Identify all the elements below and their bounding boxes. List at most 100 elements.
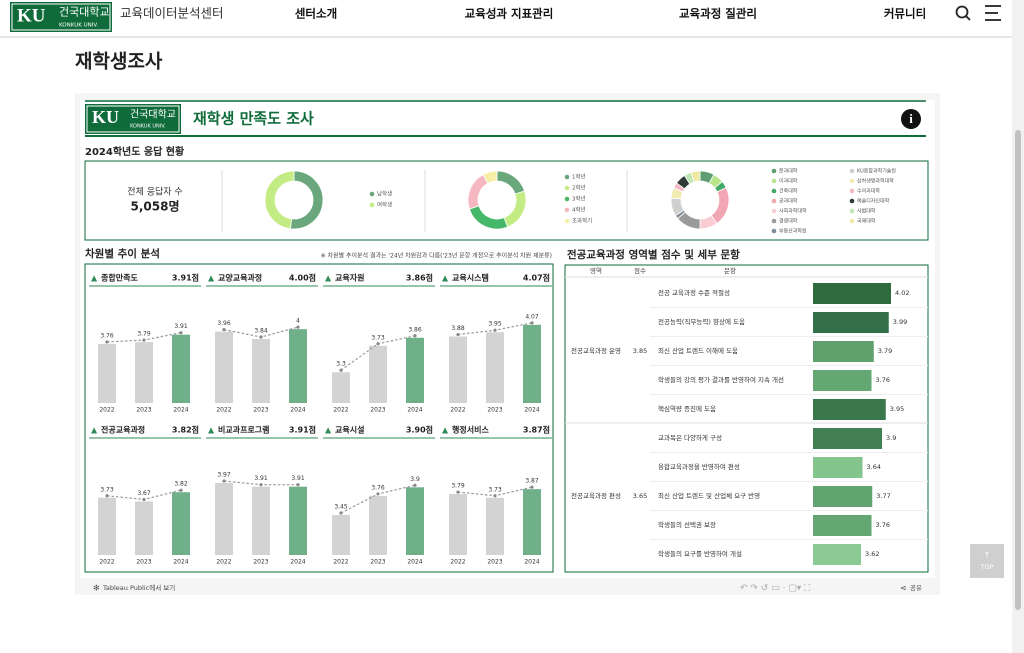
share-icon: ⋖ xyxy=(900,584,907,593)
dash-logo-name: 건국대학교 xyxy=(130,108,176,120)
bar-value: 3.82 xyxy=(174,481,188,488)
item-value: 3.99 xyxy=(893,318,907,326)
top-button[interactable] xyxy=(970,544,1004,578)
share-button[interactable]: 공유 xyxy=(910,584,922,592)
page-title: 재학생조사 xyxy=(75,51,163,73)
menu-icon[interactable] xyxy=(985,5,1001,21)
year-label: 2022 xyxy=(216,559,231,566)
bar-value: 3.3 xyxy=(336,361,346,368)
bar-value: 3.91 xyxy=(174,323,188,330)
search-icon[interactable] xyxy=(955,5,971,21)
item-text: 핵심역량 증진에 도움 xyxy=(658,404,716,413)
legend-swatch xyxy=(849,178,855,184)
year-label: 2022 xyxy=(333,407,348,414)
trend-note: ※ 차원별 추이분석 결과는 '24년 차원감과 다름('23년 문항 개정으로… xyxy=(321,252,552,260)
bar-value: 4 xyxy=(296,318,300,325)
trend-bar xyxy=(172,492,190,555)
year-label: 2024 xyxy=(290,407,305,414)
bar-value: 3.73 xyxy=(100,486,114,493)
info-icon[interactable] xyxy=(901,109,921,129)
bar-value: 3.86 xyxy=(408,326,422,333)
legend-label: 남학생 xyxy=(377,190,392,198)
panel-score: 3.91점 xyxy=(172,273,199,283)
trend-bar xyxy=(406,337,424,403)
legend-swatch xyxy=(564,207,570,213)
panel-score: 4.00점 xyxy=(289,273,316,283)
panel-arrow: ▲ xyxy=(442,274,449,283)
info-glyph: i xyxy=(909,111,913,126)
logo-eng: KONKUK UNIV. xyxy=(59,23,98,29)
logo[interactable] xyxy=(10,2,112,32)
tableau-link[interactable]: Tableau Public에서 보기 xyxy=(102,583,175,592)
item-text: 최신 산업 트렌드 이해에 도움 xyxy=(658,346,738,355)
nav-item[interactable]: 센터소개 xyxy=(295,7,337,21)
panel-score: 3.82점 xyxy=(172,425,199,435)
nav-item[interactable]: 커뮤니티 xyxy=(884,7,926,21)
trend-bar xyxy=(369,495,387,555)
bar-value: 4.07 xyxy=(525,313,539,320)
trend-point xyxy=(105,340,109,344)
group-score: 3.85 xyxy=(633,347,647,355)
year-label: 2024 xyxy=(290,559,305,566)
year-label: 2024 xyxy=(524,559,539,566)
bar-value: 3.79 xyxy=(451,483,465,490)
item-bar xyxy=(813,428,882,449)
bar-value: 3.67 xyxy=(137,490,151,497)
trend-bar xyxy=(449,494,467,555)
legend-swatch xyxy=(771,178,777,184)
item-value: 3.64 xyxy=(867,463,881,471)
legend-label: 예술디자인대학 xyxy=(857,198,890,205)
item-value: 3.76 xyxy=(876,376,890,384)
item-bar xyxy=(813,341,874,362)
trend-point xyxy=(456,332,460,337)
panel-score: 3.91점 xyxy=(289,425,316,435)
trend-point xyxy=(376,342,380,346)
nav-item[interactable]: 교육성과 지표관리 xyxy=(465,7,554,21)
trend-point xyxy=(259,483,263,487)
item-value: 3.9 xyxy=(886,434,896,442)
dash-logo-eng: KONKUK UNIV. xyxy=(130,124,166,130)
bar-value: 3.76 xyxy=(100,332,114,339)
item-value: 4.02 xyxy=(895,289,909,297)
panel-score: 3.86점 xyxy=(406,273,433,283)
trend-point xyxy=(413,334,417,338)
dash-logo xyxy=(85,104,181,134)
site-name[interactable]: 교육데이터분석센터 xyxy=(120,6,224,21)
legend-swatch xyxy=(771,208,777,214)
legend-swatch xyxy=(849,208,855,214)
trend-point xyxy=(413,483,417,487)
year-label: 2022 xyxy=(450,559,465,566)
trend-point xyxy=(222,328,226,332)
item-text: 전공능력(직무능력) 향상에 도움 xyxy=(658,317,745,326)
panel-name: 종합만족도 xyxy=(101,273,138,283)
legend-label: 사범대학 xyxy=(857,208,876,215)
trend-box xyxy=(84,263,554,573)
panel-name: 교양교육과정 xyxy=(218,273,262,283)
panel-name: 교육시스템 xyxy=(452,273,489,283)
legend-swatch xyxy=(564,218,570,224)
trend-bar xyxy=(449,336,467,403)
nav-item[interactable]: 교육과정 질관리 xyxy=(679,7,757,21)
scroll-thumb[interactable] xyxy=(1015,130,1021,610)
year-label: 2024 xyxy=(407,559,422,566)
toolbar-icons[interactable]: ↶ ↷ ↺ ▭ · ▢▾ ⛶ xyxy=(740,583,811,594)
total-value: 5,058명 xyxy=(131,200,180,214)
bar-value: 3.9 xyxy=(410,476,420,483)
trend-point xyxy=(259,335,263,339)
item-bar xyxy=(813,544,861,565)
trend-point xyxy=(493,328,497,332)
year-label: 2023 xyxy=(370,559,385,566)
legend-label: 문과대학 xyxy=(779,168,798,175)
legend-swatch xyxy=(849,218,855,224)
trend-bar xyxy=(289,329,307,403)
year-label: 2024 xyxy=(173,407,188,414)
year-label: 2023 xyxy=(136,559,151,566)
legend-swatch xyxy=(849,188,855,194)
item-bar xyxy=(813,312,889,333)
trend-bar xyxy=(135,342,153,403)
top-label: TOP xyxy=(979,563,993,571)
bar-value: 3.73 xyxy=(488,486,502,493)
trend-point xyxy=(142,497,146,502)
